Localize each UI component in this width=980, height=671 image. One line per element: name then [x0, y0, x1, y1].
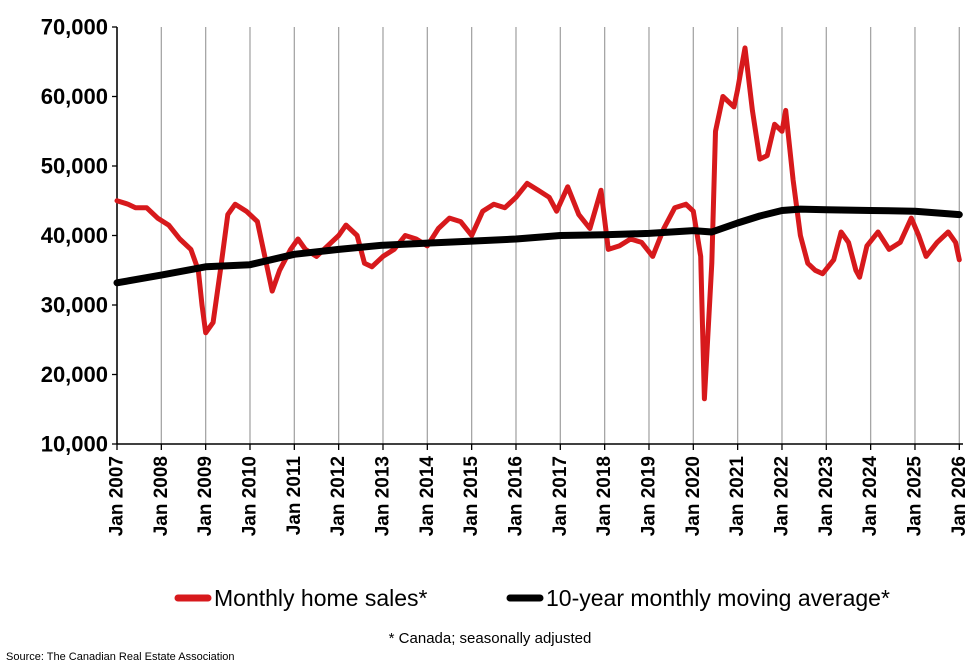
x-tick-label: Jan 2013: [372, 456, 393, 536]
x-tick-label: Jan 2016: [505, 456, 526, 536]
y-tick-label: 60,000: [41, 84, 108, 109]
y-tick-label: 50,000: [41, 154, 108, 179]
legend-label-monthly-sales: Monthly home sales*: [214, 585, 428, 611]
x-tick-label: Jan 2019: [638, 456, 659, 536]
x-tick-label: Jan 2012: [328, 456, 349, 536]
legend-label-moving-average: 10-year monthly moving average*: [546, 585, 890, 611]
x-tick-label: Jan 2018: [594, 456, 615, 536]
x-tick-label: Jan 2010: [239, 456, 260, 536]
x-tick-label: Jan 2014: [417, 456, 438, 537]
y-tick-label: 30,000: [41, 293, 108, 318]
source-credit: Source: The Canadian Real Estate Associa…: [6, 651, 235, 663]
x-tick-label: Jan 2017: [550, 456, 571, 536]
x-tick-label: Jan 2015: [461, 456, 482, 537]
y-tick-label: 10,000: [41, 432, 108, 457]
x-tick-label: Jan 2021: [727, 456, 748, 537]
x-tick-label: Jan 2025: [904, 456, 925, 537]
x-tick-label: Jan 2026: [949, 456, 970, 536]
y-tick-label: 40,000: [41, 223, 108, 248]
x-tick-label: Jan 2009: [195, 456, 216, 536]
x-tick-label: Jan 2020: [683, 456, 704, 536]
chart-footnote: * Canada; seasonally adjusted: [388, 630, 592, 647]
x-tick-label: Jan 2023: [816, 456, 837, 536]
y-tick-label: 70,000: [41, 15, 108, 40]
series-moving-average-line: [113, 205, 963, 287]
y-tick-label: 20,000: [41, 362, 108, 387]
x-tick-label: Jan 2024: [860, 456, 881, 537]
x-tick-label: Jan 2007: [107, 456, 128, 536]
x-tick-label: Jan 2011: [284, 456, 305, 536]
x-tick-label: Jan 2022: [771, 456, 792, 536]
series-monthly-home-sales-line: [114, 45, 962, 402]
x-tick-label: Jan 2008: [151, 456, 172, 536]
